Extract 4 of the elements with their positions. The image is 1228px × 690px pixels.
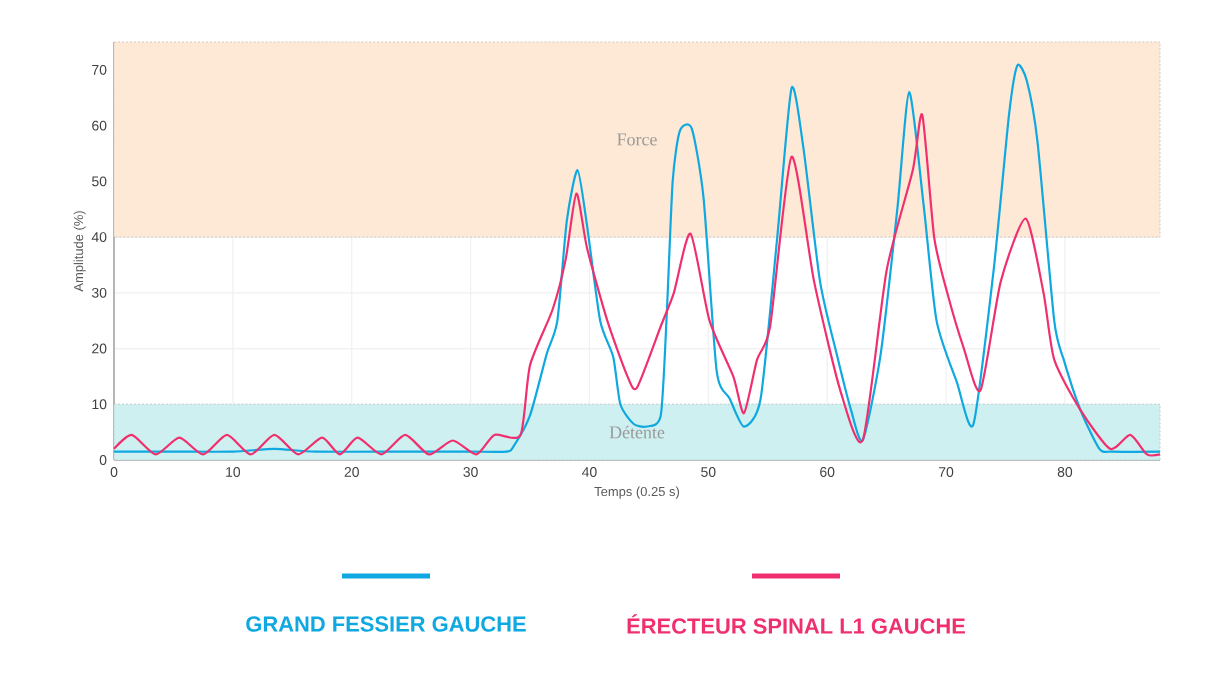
text: GRAND FESSIER GAUCHE	[246, 616, 526, 632]
band-label: Force	[617, 133, 657, 146]
text: ÉRECTEUR SPINAL L1 GAUCHE	[627, 614, 965, 634]
band-label: Détente	[609, 425, 665, 439]
